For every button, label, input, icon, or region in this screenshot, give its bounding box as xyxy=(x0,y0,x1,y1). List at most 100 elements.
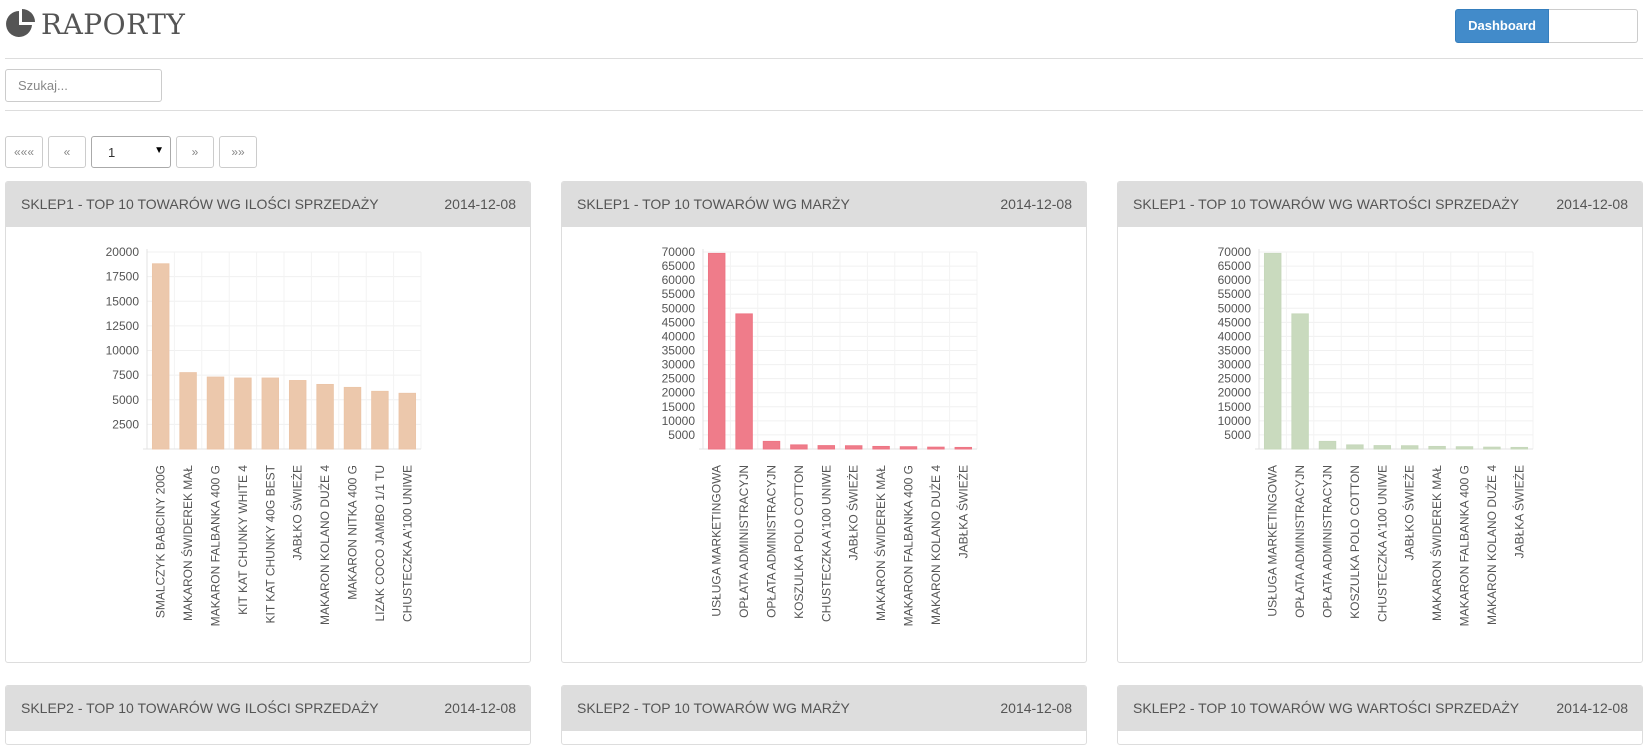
x-tick-label: JABŁKO ŚWIEŻE xyxy=(290,465,305,560)
y-tick-label: 70000 xyxy=(1218,245,1252,259)
bar[interactable] xyxy=(899,446,918,450)
x-tick-label: KOSZULKA POLO COTTON xyxy=(792,465,806,619)
last-page-button[interactable]: »» xyxy=(219,136,257,168)
bar[interactable] xyxy=(343,386,362,450)
pagination: ««« « 1 ▼ » »» xyxy=(5,136,257,168)
y-tick-label: 5000 xyxy=(668,428,695,442)
bar[interactable] xyxy=(316,383,334,450)
bar[interactable] xyxy=(872,445,890,450)
bar[interactable] xyxy=(762,440,781,450)
panel-header: SKLEP1 - TOP 10 TOWARÓW WG WARTOŚCI SPRZ… xyxy=(1118,182,1642,227)
y-tick-label: 20000 xyxy=(662,386,696,400)
bar[interactable] xyxy=(288,380,307,450)
bar-chart: 2500 5000 7500 10000 12500 15000 17500 20000 SMA… xyxy=(106,245,422,626)
divider xyxy=(5,58,1643,59)
y-tick-label: 60000 xyxy=(662,273,696,287)
x-tick-label: CHUSTECZKA A'100 UNIWE xyxy=(1375,465,1389,622)
x-tick-label: MAKARON KOLANO DUŻE 4 xyxy=(929,465,943,625)
report-panel: SKLEP1 - TOP 10 TOWARÓW WG ILOŚCI SPRZED… xyxy=(5,181,531,663)
dashboard-button[interactable]: Dashboard xyxy=(1455,9,1549,43)
panel-date: 2014-12-08 xyxy=(1000,196,1072,212)
y-tick-label: 7500 xyxy=(112,368,139,382)
bar[interactable] xyxy=(398,392,417,450)
x-tick-label: MAKARON FALBANKA 400 G xyxy=(902,465,916,626)
bar[interactable] xyxy=(1428,445,1446,450)
prev-page-button[interactable]: « xyxy=(48,136,86,168)
x-tick-label: CHUSTECZKA A'100 UNIWE xyxy=(819,465,833,622)
panel-date: 2014-12-08 xyxy=(1556,196,1628,212)
y-tick-label: 30000 xyxy=(1218,358,1252,372)
bar[interactable] xyxy=(790,444,808,450)
secondary-view-button[interactable] xyxy=(1549,9,1638,43)
y-tick-label: 25000 xyxy=(662,372,696,386)
bar[interactable] xyxy=(1291,313,1309,450)
bar[interactable] xyxy=(1373,445,1392,450)
bar[interactable] xyxy=(1318,440,1337,450)
bar[interactable] xyxy=(1483,446,1501,450)
y-tick-label: 20000 xyxy=(106,245,140,259)
y-tick-label: 55000 xyxy=(1218,287,1252,301)
y-tick-label: 10000 xyxy=(1218,414,1252,428)
x-tick-label: MAKARON KOLANO DUŻE 4 xyxy=(1485,465,1499,625)
x-tick-label: MAKARON FALBANKA 400 G xyxy=(1458,465,1472,626)
x-tick-label: SMALCZYK BABCINY 200G xyxy=(154,465,168,618)
y-tick-label: 2500 xyxy=(112,417,139,431)
report-panel: SKLEP1 - TOP 10 TOWARÓW WG WARTOŚCI SPRZ… xyxy=(1117,181,1643,663)
x-tick-label: KIT KAT CHUNKY 40G BEST xyxy=(263,464,277,623)
y-tick-label: 25000 xyxy=(1218,372,1252,386)
bar[interactable] xyxy=(1346,444,1364,450)
x-tick-label: MAKARON ŚWIDEREK MAŁ xyxy=(1429,465,1444,621)
panel-title: SKLEP1 - TOP 10 TOWARÓW WG MARŻY xyxy=(577,196,850,212)
divider xyxy=(5,110,1643,111)
panel-header: SKLEP1 - TOP 10 TOWARÓW WG ILOŚCI SPRZED… xyxy=(6,182,530,227)
bar[interactable] xyxy=(179,372,197,450)
x-tick-label: JABŁKO ŚWIEŻE xyxy=(1402,465,1417,560)
panel-header: SKLEP1 - TOP 10 TOWARÓW WG MARŻY 2014-12… xyxy=(562,182,1086,227)
bar[interactable] xyxy=(206,376,225,450)
y-tick-label: 10000 xyxy=(106,344,140,358)
bar[interactable] xyxy=(151,263,170,450)
bar[interactable] xyxy=(261,377,280,450)
first-page-button[interactable]: ««« xyxy=(5,136,43,168)
bar[interactable] xyxy=(707,252,726,450)
y-tick-label: 55000 xyxy=(662,287,696,301)
panel-title: SKLEP1 - TOP 10 TOWARÓW WG ILOŚCI SPRZED… xyxy=(21,196,379,212)
bar[interactable] xyxy=(844,445,863,450)
report-panel: SKLEP2 - TOP 10 TOWARÓW WG MARŻY 2014-12… xyxy=(561,685,1087,745)
bar[interactable] xyxy=(371,390,389,450)
page-select[interactable]: 1 ▼ xyxy=(91,136,171,168)
panel-header: SKLEP2 - TOP 10 TOWARÓW WG ILOŚCI SPRZED… xyxy=(6,686,530,731)
panel-date: 2014-12-08 xyxy=(1000,700,1072,716)
report-panel: SKLEP2 - TOP 10 TOWARÓW WG ILOŚCI SPRZED… xyxy=(5,685,531,745)
y-tick-label: 40000 xyxy=(662,329,696,343)
bar[interactable] xyxy=(234,377,252,450)
panel-title: SKLEP2 - TOP 10 TOWARÓW WG MARŻY xyxy=(577,700,850,716)
x-tick-label: USŁUGA MARKETINGOWA xyxy=(1266,465,1280,617)
bar[interactable] xyxy=(1263,252,1282,450)
bar[interactable] xyxy=(1510,446,1529,450)
bar[interactable] xyxy=(1455,446,1474,450)
panel-header: SKLEP2 - TOP 10 TOWARÓW WG WARTOŚCI SPRZ… xyxy=(1118,686,1642,731)
bar[interactable] xyxy=(1400,445,1419,450)
y-tick-label: 45000 xyxy=(662,315,696,329)
bar[interactable] xyxy=(817,445,836,450)
report-panel: SKLEP2 - TOP 10 TOWARÓW WG WARTOŚCI SPRZ… xyxy=(1117,685,1643,745)
y-tick-label: 20000 xyxy=(1218,386,1252,400)
y-tick-label: 17500 xyxy=(106,270,140,284)
bar[interactable] xyxy=(735,313,753,450)
x-tick-label: KOSZULKA POLO COTTON xyxy=(1348,465,1362,619)
search-input[interactable] xyxy=(5,69,162,102)
x-tick-label: CHUSTECZKA A'100 UNIWE xyxy=(400,465,414,622)
bar[interactable] xyxy=(954,446,973,450)
bar[interactable] xyxy=(927,446,945,450)
y-tick-label: 35000 xyxy=(1218,344,1252,358)
panel-date: 2014-12-08 xyxy=(444,196,516,212)
panel-title: SKLEP2 - TOP 10 TOWARÓW WG ILOŚCI SPRZED… xyxy=(21,700,379,716)
panel-date: 2014-12-08 xyxy=(1556,700,1628,716)
panel-title: SKLEP2 - TOP 10 TOWARÓW WG WARTOŚCI SPRZ… xyxy=(1133,700,1520,716)
panel-title: SKLEP1 - TOP 10 TOWARÓW WG WARTOŚCI SPRZ… xyxy=(1133,196,1520,212)
view-switch: Dashboard xyxy=(1455,9,1638,43)
panel-header: SKLEP2 - TOP 10 TOWARÓW WG MARŻY 2014-12… xyxy=(562,686,1086,731)
report-panel: SKLEP1 - TOP 10 TOWARÓW WG MARŻY 2014-12… xyxy=(561,181,1087,663)
next-page-button[interactable]: » xyxy=(176,136,214,168)
